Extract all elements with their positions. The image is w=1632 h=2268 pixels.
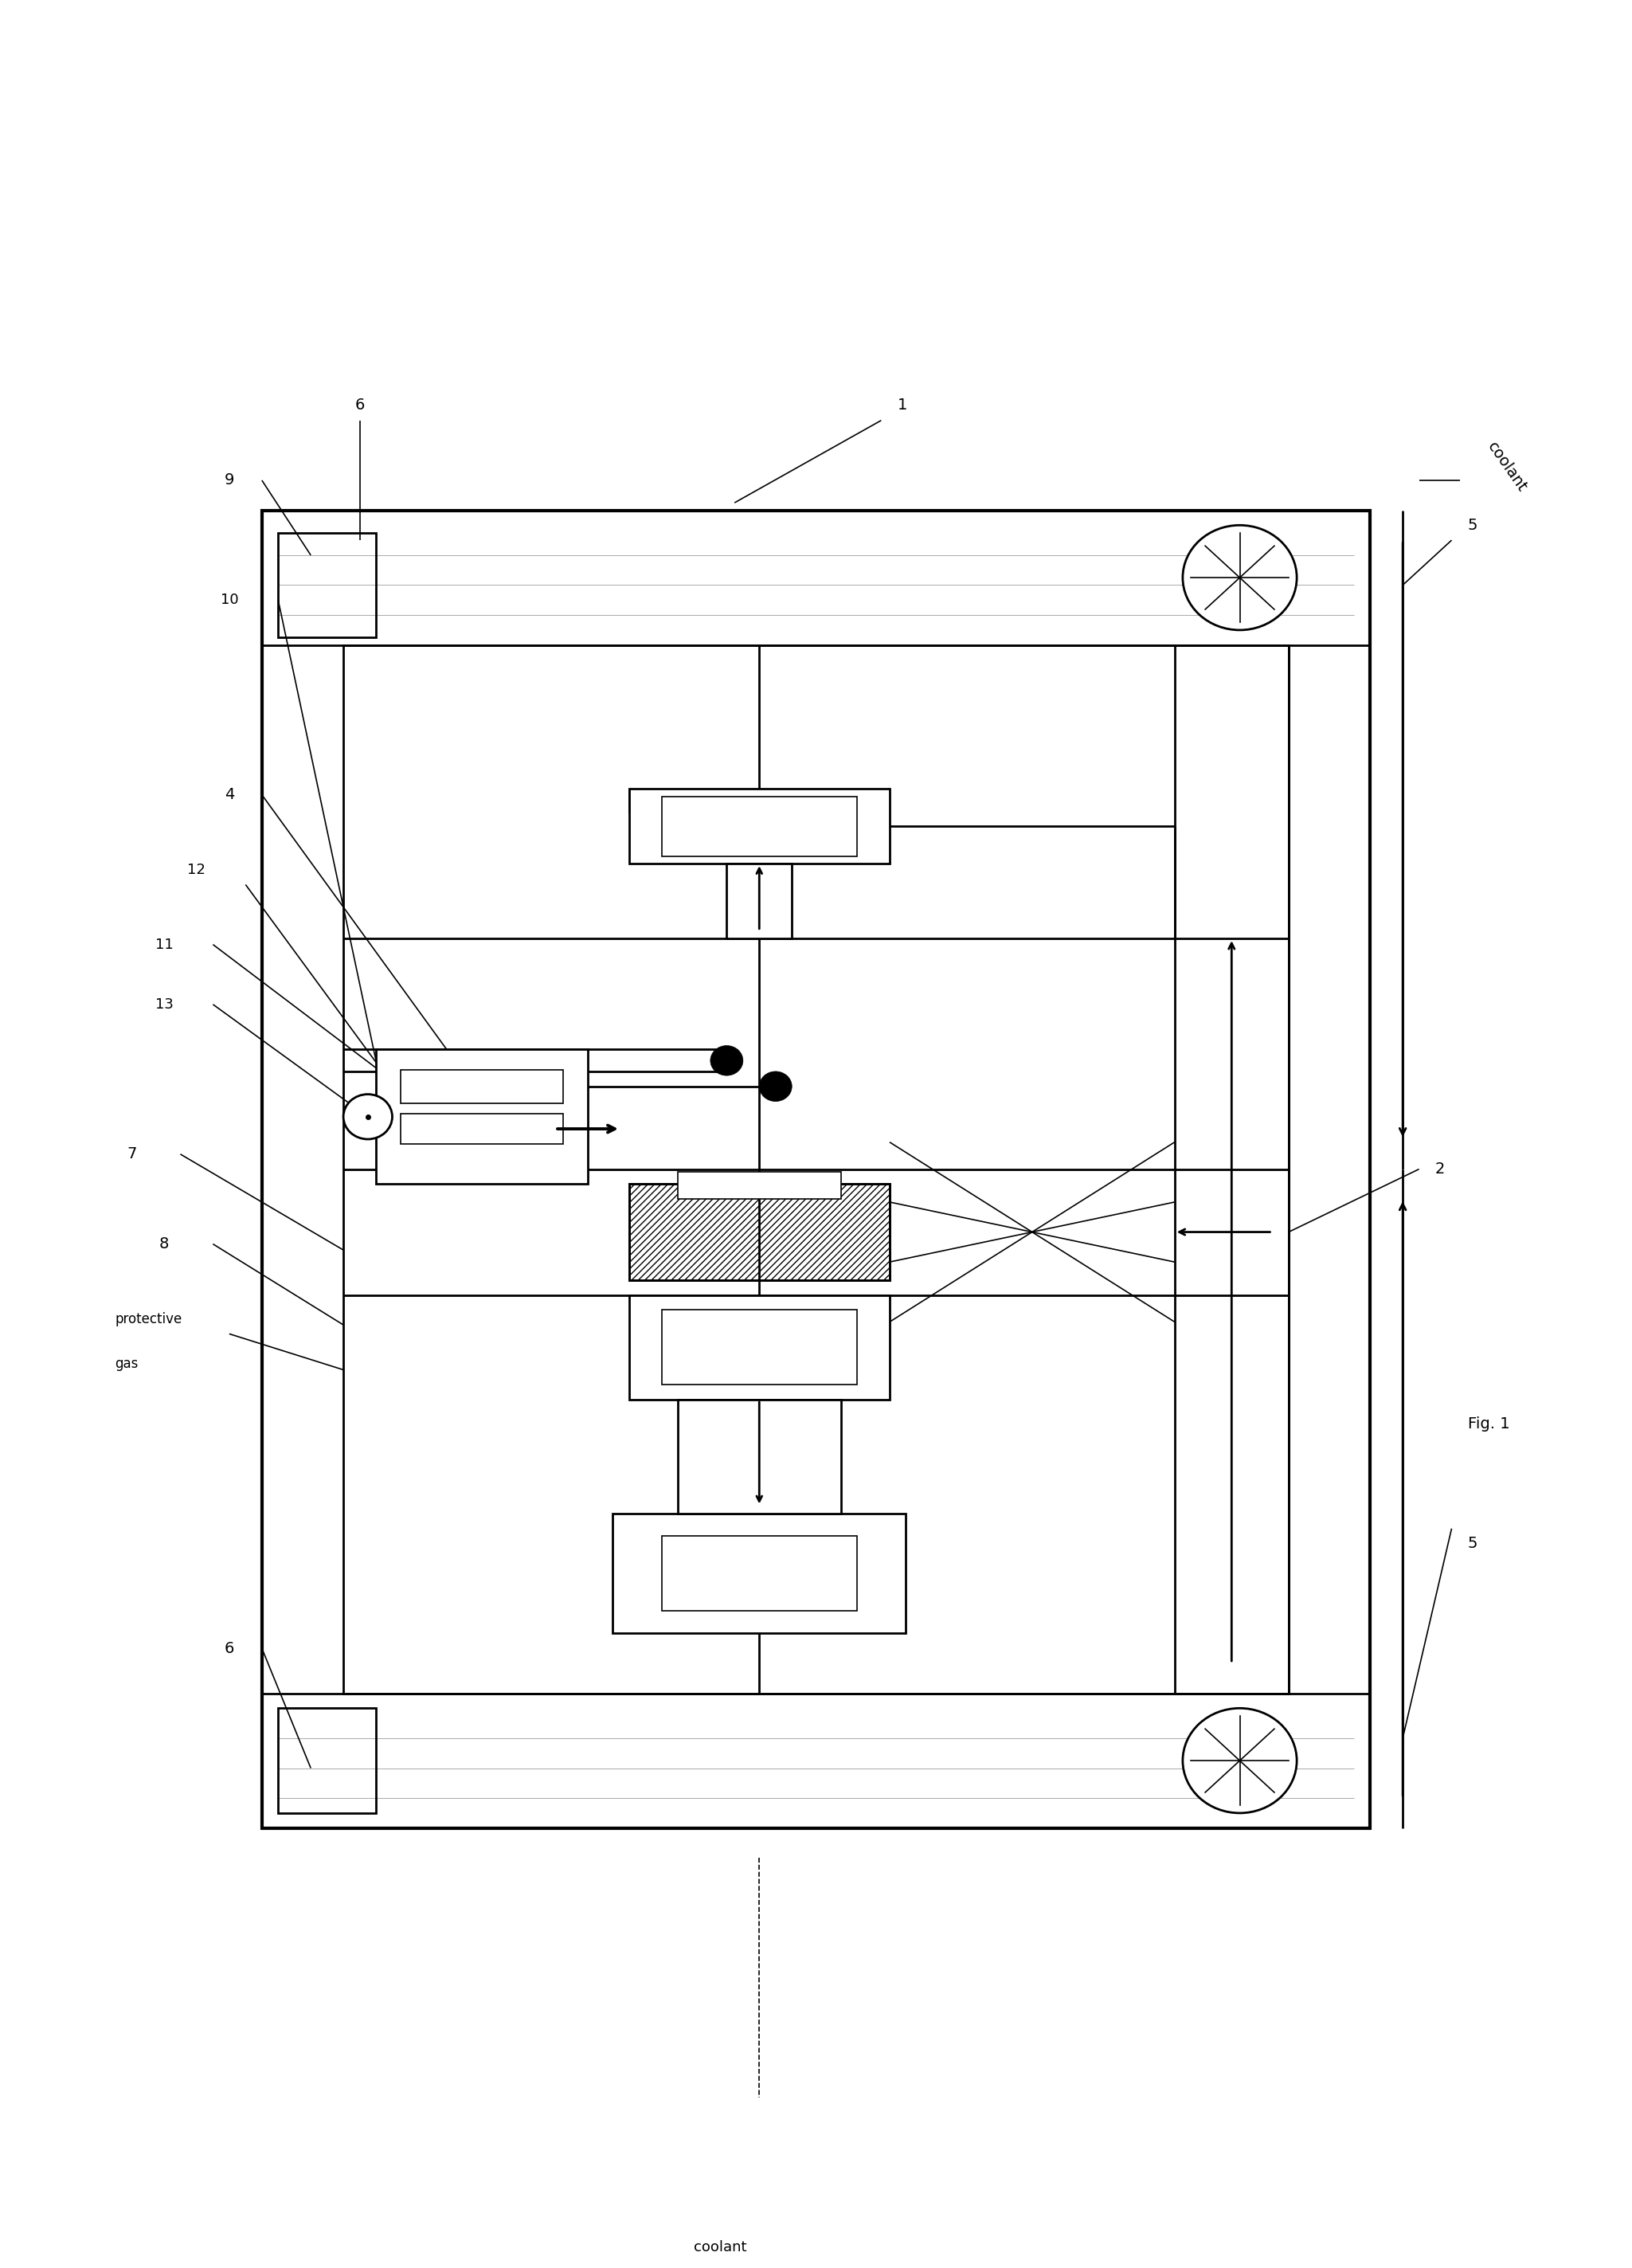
- Bar: [277, 1708, 375, 1812]
- Bar: [628, 789, 889, 864]
- Circle shape: [343, 1093, 392, 1139]
- Text: 8: 8: [160, 1236, 170, 1252]
- Text: 10: 10: [220, 592, 238, 608]
- Bar: [400, 1114, 563, 1143]
- Circle shape: [710, 1046, 743, 1075]
- Text: protective: protective: [116, 1311, 183, 1327]
- Text: 13: 13: [155, 998, 173, 1012]
- Circle shape: [1183, 1708, 1297, 1812]
- Text: coolant: coolant: [1483, 440, 1529, 494]
- Bar: [261, 1694, 1371, 1828]
- Text: 12: 12: [188, 862, 206, 878]
- Text: coolant: coolant: [694, 2241, 747, 2254]
- Bar: [375, 1050, 588, 1184]
- Text: 6: 6: [224, 1640, 235, 1656]
- Bar: [343, 644, 1289, 1694]
- Text: 5: 5: [1467, 517, 1479, 533]
- Bar: [726, 864, 792, 939]
- Bar: [677, 1399, 840, 1513]
- Text: 4: 4: [224, 787, 235, 803]
- Text: 7: 7: [127, 1148, 137, 1161]
- Bar: [661, 796, 857, 855]
- Bar: [661, 1535, 857, 1610]
- Text: 5: 5: [1467, 1535, 1479, 1551]
- Text: gas: gas: [116, 1356, 139, 1370]
- Bar: [628, 1184, 889, 1279]
- Bar: [628, 1295, 889, 1399]
- Bar: [277, 533, 375, 637]
- Text: 1: 1: [898, 397, 907, 413]
- Bar: [677, 1173, 840, 1200]
- Bar: [661, 1311, 857, 1386]
- Bar: [261, 510, 1371, 644]
- Text: 9: 9: [224, 472, 235, 488]
- Circle shape: [759, 1070, 792, 1102]
- Circle shape: [1183, 526, 1297, 631]
- Text: Fig. 1: Fig. 1: [1467, 1415, 1510, 1431]
- Bar: [261, 510, 1371, 1828]
- Bar: [612, 1513, 906, 1633]
- Bar: [1175, 644, 1289, 1694]
- Bar: [400, 1070, 563, 1102]
- Text: 6: 6: [354, 397, 364, 413]
- Text: 11: 11: [155, 937, 173, 953]
- Text: 2: 2: [1435, 1161, 1446, 1177]
- Bar: [628, 1184, 889, 1279]
